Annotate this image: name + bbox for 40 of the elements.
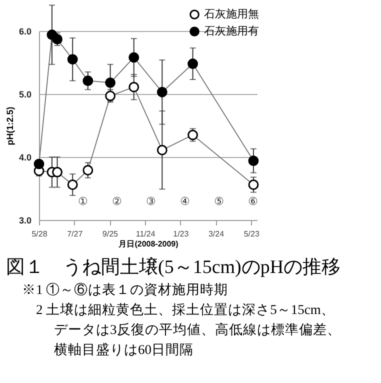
point [248,156,259,166]
y-tick-label: 5.0 [18,90,32,100]
point [67,54,78,65]
text: ※1 ①～⑥は表１の資材施用時期 [21,281,230,299]
point [128,52,140,63]
point [105,77,116,88]
text: 横軸目盛りは60日間隔 [53,341,194,359]
point [34,158,44,170]
point [156,86,168,98]
x-tick-label: 7/27 [67,230,84,238]
annotation: ③ [146,195,156,208]
annotation: ⑥ [248,195,258,208]
y-tick-label: 6.0 [18,26,32,36]
point [82,76,94,86]
x-tick-label: 9/25 [102,230,119,238]
x-tick-label: 5/23 [244,230,260,238]
point [67,180,78,190]
x-tick-label: 5/28 [32,230,48,238]
point [156,144,168,156]
text: 2 土壌は細粒黄色土、採土位置は深さ5～15cm、 [35,301,336,319]
y-tick-label: 3.0 [18,216,32,226]
point [52,166,62,178]
annotation: ④ [180,195,190,208]
x-tick-label: 11/24 [136,230,156,238]
legend-label: 石灰施用有 [204,24,259,38]
text: データは3反復の平均値、高低線は標準偏差、 [53,321,342,339]
annotation: ⑤ [214,195,224,208]
point [128,82,140,92]
point [188,58,198,69]
annotation: ② [112,195,122,208]
x-tick-label: 3/24 [208,230,225,238]
text: 図１ うね間土壌(5～15cm)のpHの推移 [6,256,342,280]
y-tick-label: 4.0 [18,152,32,162]
annotation: ① [78,195,88,208]
point [82,165,94,176]
y-axis-title: pH(1:2.5) [4,106,15,146]
x-axis-title: 月日(2008-2009) [118,240,179,248]
legend-label: 石灰施用無 [204,8,259,20]
point [248,180,259,190]
x-tick-label: 1/23 [173,230,190,238]
